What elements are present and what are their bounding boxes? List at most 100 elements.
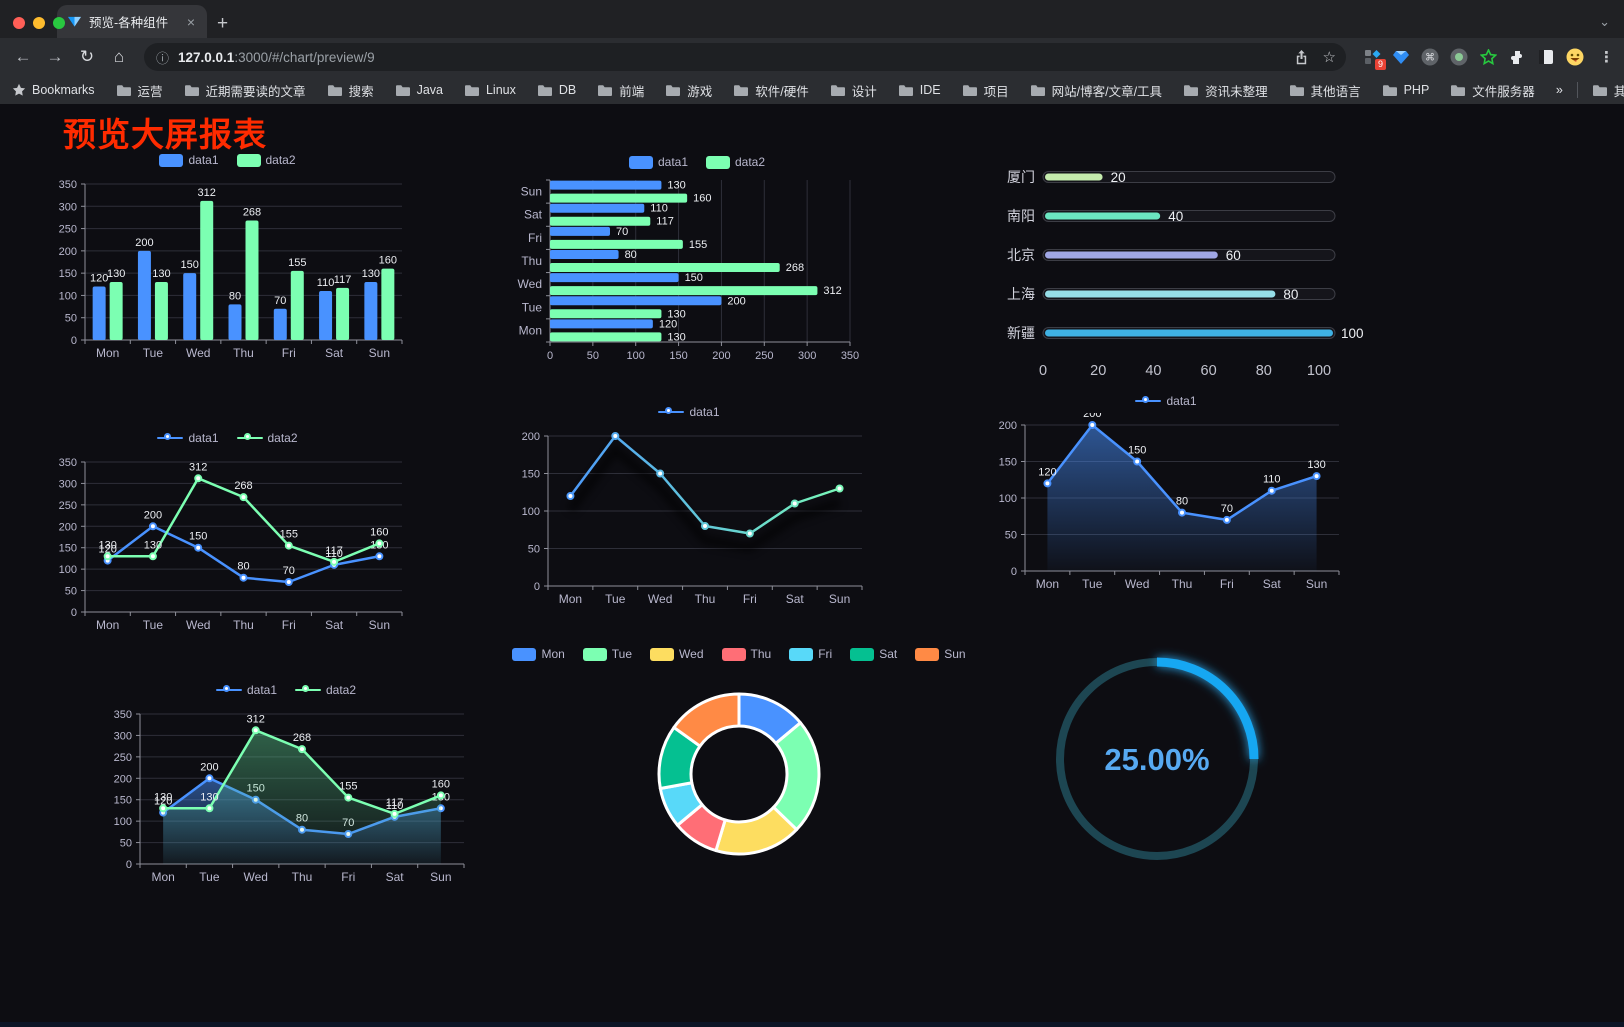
legend-item[interactable]: Thu <box>721 647 771 661</box>
data-point[interactable] <box>390 809 399 818</box>
bar[interactable] <box>381 268 395 340</box>
legend-item[interactable]: data2 <box>236 431 298 445</box>
data-point[interactable] <box>745 529 754 538</box>
close-window-button[interactable] <box>13 17 25 29</box>
browser-menu-icon[interactable]: ⋮ <box>1599 49 1614 66</box>
bookmark-item[interactable]: 项目 <box>962 81 1009 100</box>
bar[interactable] <box>550 203 645 213</box>
bookmark-item[interactable]: Java <box>395 83 443 97</box>
data-point[interactable] <box>194 474 203 483</box>
data-point[interactable] <box>251 726 260 735</box>
bar[interactable] <box>154 282 168 340</box>
data-point[interactable] <box>436 791 445 800</box>
legend-item[interactable]: data2 <box>295 683 356 697</box>
data-point[interactable] <box>194 543 203 552</box>
data-point[interactable] <box>148 522 157 531</box>
legend-item[interactable]: data1 <box>658 405 720 419</box>
data-point[interactable] <box>566 492 575 500</box>
legend-item[interactable]: Mon <box>512 647 565 661</box>
browser-tab[interactable]: 预览-各种组件 × <box>57 5 207 38</box>
bookmark-item-bookmarks[interactable]: Bookmarks <box>12 83 95 97</box>
bar[interactable] <box>550 286 818 296</box>
bar[interactable] <box>183 273 197 340</box>
gauge-progress[interactable] <box>1156 657 1259 760</box>
share-icon[interactable] <box>1294 49 1309 65</box>
grid-app-extension-icon[interactable]: 9 <box>1362 47 1386 70</box>
data-point[interactable] <box>835 484 844 493</box>
progress-bar[interactable] <box>1045 290 1276 298</box>
data-point[interactable] <box>375 539 384 548</box>
data-point[interactable] <box>284 541 293 550</box>
bookmarks-overflow-chevron[interactable]: » <box>1555 83 1563 97</box>
bookmark-item[interactable]: Linux <box>464 83 516 97</box>
bar[interactable] <box>550 296 722 306</box>
data-point[interactable] <box>375 552 384 561</box>
bar[interactable] <box>137 250 151 340</box>
bar[interactable] <box>550 309 662 319</box>
forward-button[interactable]: → <box>46 47 64 66</box>
legend-item[interactable]: data1 <box>159 153 219 167</box>
progress-bar[interactable] <box>1045 212 1161 220</box>
data-point[interactable] <box>1088 421 1097 429</box>
bar[interactable] <box>550 193 688 203</box>
bar[interactable] <box>550 239 683 249</box>
legend-item[interactable]: Wed <box>650 647 704 661</box>
data-point[interactable] <box>1312 472 1321 481</box>
data-point[interactable] <box>148 552 157 561</box>
data-point[interactable] <box>611 432 620 440</box>
record-extension-icon[interactable] <box>1449 47 1469 67</box>
legend-item[interactable]: data2 <box>706 155 765 169</box>
tab-search-chevron-icon[interactable]: ⌄ <box>1599 14 1610 29</box>
legend-item[interactable]: data1 <box>215 683 277 697</box>
data-point[interactable] <box>1267 486 1276 495</box>
minimize-window-button[interactable] <box>33 17 45 29</box>
bookmark-item[interactable]: 网站/博客/文章/工具 <box>1030 81 1162 100</box>
data-point[interactable] <box>1178 508 1186 517</box>
bookmark-item[interactable]: 软件/硬件 <box>733 81 809 100</box>
bookmark-item[interactable]: 运营 <box>116 81 163 100</box>
legend-item[interactable]: Tue <box>582 647 632 661</box>
legend-item[interactable]: Sat <box>850 647 897 661</box>
bookmark-item[interactable]: IDE <box>898 83 941 97</box>
bar[interactable] <box>550 250 619 259</box>
bar[interactable] <box>92 286 106 340</box>
emoji-extension-icon[interactable] <box>1565 47 1585 67</box>
data-point[interactable] <box>239 493 248 502</box>
bookmark-item[interactable]: 资讯未整理 <box>1183 81 1268 100</box>
bar[interactable] <box>273 308 287 340</box>
data-point[interactable] <box>330 557 339 566</box>
bookmark-item[interactable]: 游戏 <box>665 81 712 100</box>
legend-item[interactable]: Fri <box>789 647 832 661</box>
legend-item[interactable]: data1 <box>628 155 688 169</box>
data-point[interactable] <box>284 578 293 586</box>
data-point[interactable] <box>239 573 248 582</box>
bookmark-item[interactable]: DB <box>537 83 576 97</box>
puzzle-extension-icon[interactable] <box>1507 47 1527 67</box>
pie-slice-sun[interactable] <box>672 692 741 748</box>
zoom-window-button[interactable] <box>53 17 65 29</box>
green-star-extension-icon[interactable] <box>1478 47 1498 67</box>
bar[interactable] <box>245 220 259 340</box>
bar[interactable] <box>550 180 662 190</box>
bar[interactable] <box>550 216 651 226</box>
bookmark-item[interactable]: 设计 <box>830 81 877 100</box>
bar[interactable] <box>200 200 214 340</box>
command-extension-icon[interactable]: ⌘ <box>1420 47 1440 67</box>
new-tab-button[interactable]: + <box>217 13 229 34</box>
bar[interactable] <box>109 282 123 340</box>
bar[interactable] <box>364 282 378 340</box>
bar[interactable] <box>319 290 333 340</box>
data-point[interactable] <box>103 552 112 561</box>
bar[interactable] <box>550 332 662 342</box>
bookmark-item[interactable]: 近期需要读的文章 <box>184 81 306 100</box>
data-point[interactable] <box>656 469 665 478</box>
data-point[interactable] <box>1133 457 1142 466</box>
bar[interactable] <box>550 226 610 236</box>
home-button[interactable]: ⌂ <box>113 47 125 66</box>
site-info-icon[interactable]: ⓘ <box>156 50 170 66</box>
legend-item[interactable]: Sun <box>915 647 966 661</box>
legend-item[interactable]: data1 <box>157 431 219 445</box>
data-point[interactable] <box>205 774 214 783</box>
legend-item[interactable]: data2 <box>236 153 296 167</box>
data-point[interactable] <box>205 804 214 813</box>
